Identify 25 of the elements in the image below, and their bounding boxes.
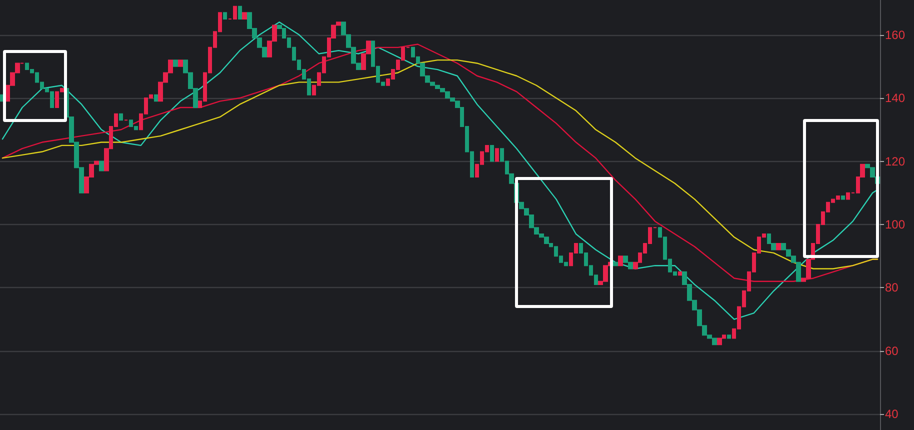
candlestick bbox=[223, 12, 227, 20]
candlestick bbox=[727, 334, 731, 339]
candlestick bbox=[99, 160, 104, 172]
candlestick bbox=[717, 338, 722, 346]
candlestick bbox=[841, 196, 845, 200]
y-tick-label: 60 bbox=[885, 344, 899, 358]
candlestick bbox=[154, 94, 158, 102]
candlestick bbox=[173, 60, 178, 67]
y-tick-label: 100 bbox=[885, 217, 906, 232]
candlestick bbox=[242, 12, 247, 20]
y-tick-label: 140 bbox=[885, 91, 906, 106]
candlestick bbox=[119, 113, 123, 121]
candlestick bbox=[495, 148, 499, 162]
candlestick bbox=[618, 256, 623, 266]
y-tick-label: 80 bbox=[885, 280, 899, 295]
y-tick-label: 40 bbox=[885, 407, 899, 422]
y-tick-label: 120 bbox=[885, 154, 906, 168]
y-tick-label: 160 bbox=[885, 28, 906, 42]
candlestick bbox=[776, 242, 781, 250]
line-series bbox=[2, 22, 878, 320]
candlestick bbox=[678, 271, 682, 276]
candlestick bbox=[238, 6, 242, 20]
candlestick bbox=[490, 144, 494, 162]
candlestick bbox=[178, 60, 183, 67]
candlestick bbox=[613, 262, 618, 266]
